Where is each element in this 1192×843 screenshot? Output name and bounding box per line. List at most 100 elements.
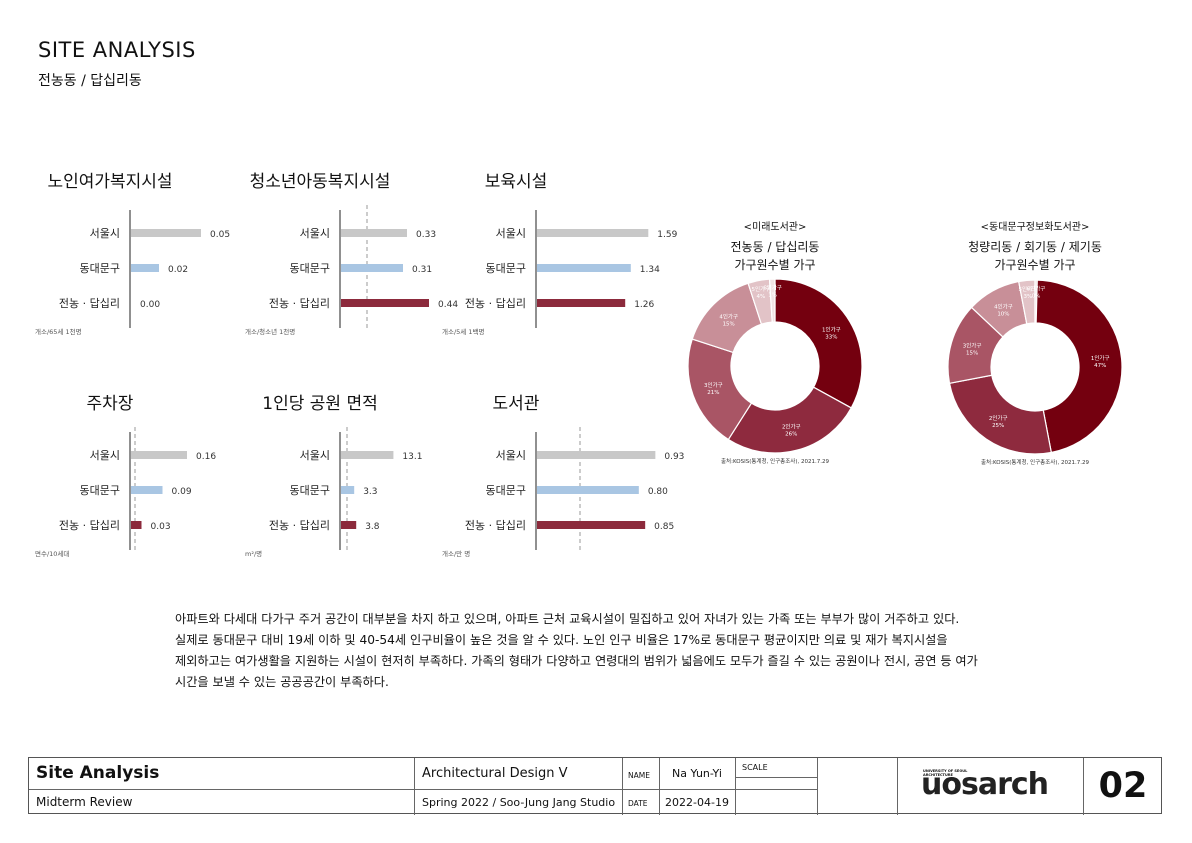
slice-label: 1인가구 [822,326,841,334]
donut-source: 출처:KOSIS(통계청, 인구총조사), 2021.7.29 [721,459,829,465]
name-label: NAME [628,771,650,780]
slice-value: 15% [966,351,978,357]
unit-label: 개소/만 명 [442,550,471,558]
donut-header: <미래도서관> 전농동 / 답십리동 가구원수별 가구 [685,218,865,274]
unit-label: 개소/청소년 1천명 [245,328,296,336]
slice-label: 6인가구 [1027,285,1046,293]
category-label: 동대문구 [290,262,330,275]
donut-slice [727,386,853,454]
paragraph-line: 실제로 동대문구 대비 19세 이하 및 40-54세 인구비율이 높은 것을 … [175,633,948,647]
slice-label: 4인가구 [719,313,738,321]
category-label: 동대문구 [80,484,120,497]
bar-chart: 서울시 13.1 동대문구 3.3 전농 · 답십리 3.8 [269,427,422,552]
date-label: DATE [628,799,648,808]
data-label: 0.00 [140,300,160,310]
data-label: 3.3 [363,487,377,497]
data-label: 1.34 [640,265,660,275]
slice-label: 1인가구 [1091,354,1110,362]
slice-value: 26% [785,431,797,437]
bar-chart-title: 노인여가복지시설 [47,172,173,192]
category-label: 전농 · 답십리 [59,297,120,310]
data-label: 0.31 [412,265,432,275]
unit-label: 개소/65세 1천명 [35,328,82,336]
bar [537,229,649,237]
slice-value: 1% [768,293,777,299]
bar [341,229,407,237]
data-label: 0.93 [664,452,684,462]
slice-value: 3% [1024,294,1033,300]
category-label: 전농 · 답십리 [269,297,330,310]
data-label: 3.8 [365,522,380,532]
category-label: 동대문구 [486,262,526,275]
category-label: 서울시 [90,449,120,462]
bar-chart: 서울시 0.05 동대문구 0.02 전농 · 답십리 0.00 [59,210,230,328]
slice-value: 4% [756,294,765,300]
bar-chart: 서울시 0.33 동대문구 0.31 전농 · 답십리 0.44 [269,205,458,330]
bar [131,521,142,529]
data-label: 0.05 [210,230,230,240]
bar [537,451,656,459]
studio-name: Spring 2022 / Soo-Jung Jang Studio [422,796,616,809]
slice-value: 33% [825,335,837,341]
bar-chart-title: 도서관 [492,394,540,414]
bar [537,521,646,529]
bar-chart-title: 보육시설 [484,172,548,192]
bar [341,299,429,307]
paragraph-line: 아파트와 다세대 다가구 주거 공간이 대부분을 차지 하고 있으며, 아파트 … [175,612,960,626]
unit-label: 개소/5세 1백명 [442,328,485,336]
data-label: 1.59 [657,230,677,240]
bar [131,264,159,272]
bar [131,451,187,459]
slice-label: 4인가구 [994,303,1013,311]
category-label: 서울시 [496,227,526,240]
data-label: 0.16 [196,452,216,462]
sheet-subtitle: Midterm Review [36,795,133,809]
date-value: 2022-04-19 [665,796,729,809]
paragraph-line: 제외하고는 여가생활을 지원하는 시설이 현저히 부족하다. 가족의 형태가 다… [175,654,978,668]
donut-slice [1034,279,1123,454]
author-name: Na Yun-Yi [672,767,722,780]
bar [537,299,626,307]
category-label: 서울시 [90,227,120,240]
data-label: 0.33 [416,230,436,240]
title-block: Site Analysis Midterm Review Architectur… [28,757,1162,815]
donut-slice [774,278,863,409]
donut-library-name: <미래도서관> [743,222,807,233]
slice-label: 5인가구 [1019,285,1038,293]
bar [131,486,163,494]
data-label: 1.26 [634,300,654,310]
donut-slice [1034,279,1038,324]
donut-slice [768,278,776,323]
page-number: 02 [1098,766,1148,806]
slice-value: 21% [707,390,719,396]
slice-label: 5인가구 [752,285,771,293]
data-label: 13.1 [402,452,422,462]
category-label: 전농 · 답십리 [269,519,330,532]
donut-title: 청량리동 / 회기동 / 제기동 [968,240,1102,254]
bar-chart-title: 주차장 [86,394,134,414]
data-label: 0.85 [654,522,674,532]
slice-label: 6인가구 [763,284,782,292]
bar-chart-title: 1인당 공원 면적 [262,394,378,414]
slice-value: 25% [992,423,1004,429]
slice-value: 47% [1094,363,1106,369]
category-label: 전농 · 답십리 [465,297,526,310]
bar-chart: 서울시 0.16 동대문구 0.09 전농 · 답십리 0.03 [59,427,216,552]
bar [131,229,201,237]
donut-subtitle: 가구원수별 가구 [994,258,1076,272]
slice-value: 10% [997,312,1009,318]
bar [341,486,355,494]
data-label: 0.03 [151,522,171,532]
donut-source: 출처:KOSIS(통계청, 인구총조사), 2021.7.29 [981,460,1089,466]
sheet-title: Site Analysis [36,763,160,783]
donut-subtitle: 가구원수별 가구 [734,258,816,272]
slice-value: 15% [723,322,735,328]
category-label: 동대문구 [486,484,526,497]
category-label: 서울시 [300,227,330,240]
bar-chart: 서울시 0.93 동대문구 0.80 전농 · 답십리 0.85 [465,427,684,552]
donut-library-name: <동대문구정보화도서관> [980,222,1090,233]
logo-caption: UNIVERSITY OF SEOUL ARCHITECTURE [923,769,968,777]
bar [537,264,631,272]
